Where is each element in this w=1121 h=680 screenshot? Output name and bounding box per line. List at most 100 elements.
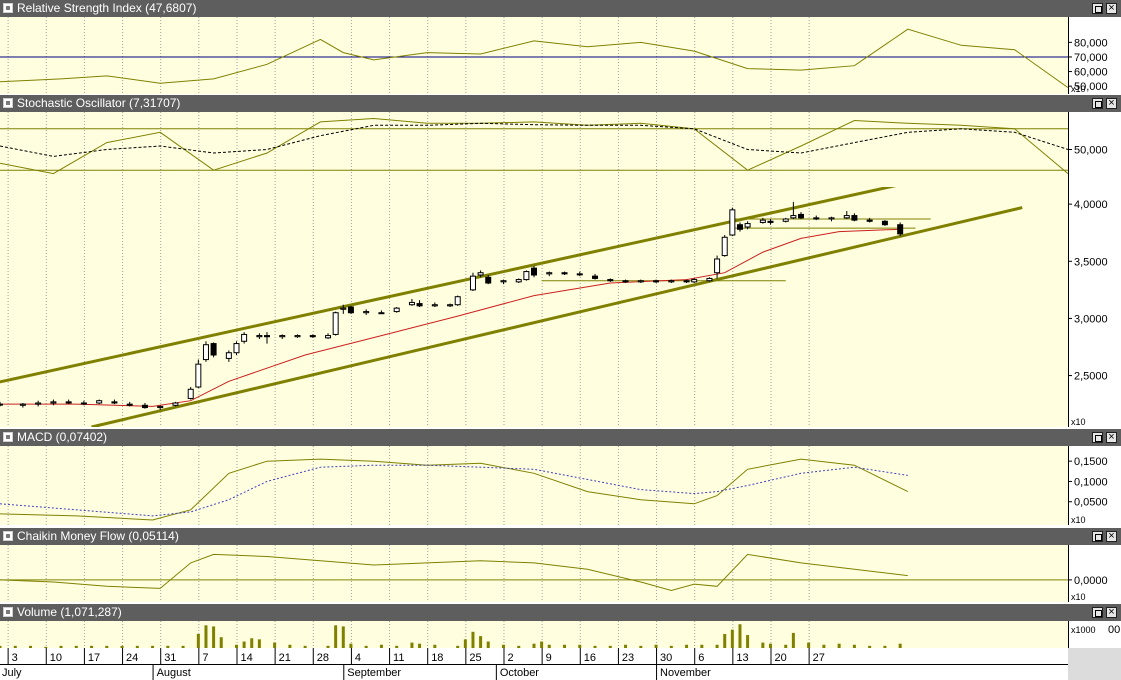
volume-bar [234,644,238,648]
candle-body [851,215,858,221]
volume-bar [883,645,887,648]
chaikin-line [0,553,908,592]
volume-bar [685,644,689,648]
candle-body [813,217,820,220]
candle-body [256,335,263,338]
y-tick-label: 00 [1108,624,1120,636]
candle-body [622,280,629,283]
candlestick [843,211,850,219]
volume-bar [730,629,734,648]
candlestick [736,222,743,232]
day-label: 13 [736,652,748,664]
volume-bar [250,638,254,648]
pane-menu-icon[interactable] [3,98,13,108]
candlestick [431,302,438,307]
candlestick [157,405,164,410]
volume-bar [563,644,567,648]
candle-body [500,280,507,283]
volume-title-bar: Volume (1,071,287) [0,604,1121,621]
candle-body [279,335,286,338]
close-icon[interactable] [1106,531,1117,542]
candlestick [683,279,690,283]
candle-body [172,402,179,406]
day-label: 4 [355,652,361,664]
day-label: 9 [546,652,552,664]
maximize-icon[interactable] [1092,3,1103,14]
rsi-pane: Relative Strength Index (47,6807) x1050,… [0,0,1121,94]
candle-body [325,335,332,339]
y-tick-label: 50,000 [1074,145,1108,157]
volume-bar [349,643,353,648]
candlestick [294,334,301,338]
volume-bar [738,624,742,648]
close-icon[interactable] [1106,98,1117,109]
candle-body [431,304,438,307]
volume-bar [669,645,673,648]
day-label: 25 [469,652,481,664]
pane-menu-icon[interactable] [3,607,13,617]
y-tick-label: 0,1500 [1074,456,1108,468]
day-label: 14 [240,652,252,664]
day-label: 17 [88,652,100,664]
candle-body [691,279,698,283]
y-axis-strip [1068,621,1121,648]
candlestick [500,279,507,285]
maximize-icon[interactable] [1092,531,1103,542]
maximize-icon[interactable] [1092,607,1103,618]
rsi-title: Relative Strength Index (47,6807) [17,1,197,15]
candlestick [256,333,263,339]
chaikin-title-bar: Chaikin Money Flow (0,05114) [0,528,1121,545]
candlestick [477,270,484,278]
candlestick [126,401,133,407]
trend-channel-line [91,206,1023,427]
candle-body [485,276,492,284]
candle-body [35,402,42,405]
candlestick [111,399,118,405]
candle-body [225,352,232,359]
pane-menu-icon[interactable] [3,432,13,442]
pane-menu-icon[interactable] [3,531,13,541]
volume-chart: x1000 00 [0,621,1121,648]
day-label: 28 [317,652,329,664]
volume-bar [715,644,719,648]
close-icon[interactable] [1106,607,1117,618]
maximize-icon[interactable] [1092,432,1103,443]
day-label: 30 [660,652,672,664]
candlestick [408,299,415,306]
volume-bar [746,635,750,648]
candle-body [157,405,164,409]
volume-bar [501,644,505,648]
candlestick [592,273,599,280]
candle-body [881,220,888,226]
volume-bar [837,643,841,648]
candlestick [19,403,26,408]
moving-average-line [0,228,901,407]
volume-bar [540,641,544,648]
candlestick [897,222,904,237]
day-label: 21 [279,652,291,664]
candlestick [866,217,873,223]
volume-bar [341,626,345,648]
maximize-icon[interactable] [1092,98,1103,109]
y-tick-label: 50,000 [1074,81,1108,93]
axis-unit-label: x1000 [1071,625,1096,635]
candlestick [881,220,888,226]
candle-body [469,275,476,291]
y-tick-label: 70,000 [1074,52,1108,64]
candle-body [50,401,57,404]
day-label: 3 [12,652,18,664]
pane-menu-icon[interactable] [3,3,13,13]
close-icon[interactable] [1106,432,1117,443]
candlestick [668,279,675,283]
macd-pane: MACD (0,07402) x10 0,0500 0,1000 0,1500 [0,429,1121,525]
volume-bar [761,642,765,648]
candlestick [50,399,57,406]
chaikin-pane: Chaikin Money Flow (0,05114) x10 0,0000 [0,528,1121,602]
candlestick [767,219,774,225]
day-label: 20 [774,652,786,664]
close-icon[interactable] [1106,3,1117,14]
day-label: 7 [202,652,208,664]
candle-body [340,307,347,310]
volume-bar [90,645,94,648]
y-axis-strip [1068,187,1121,427]
